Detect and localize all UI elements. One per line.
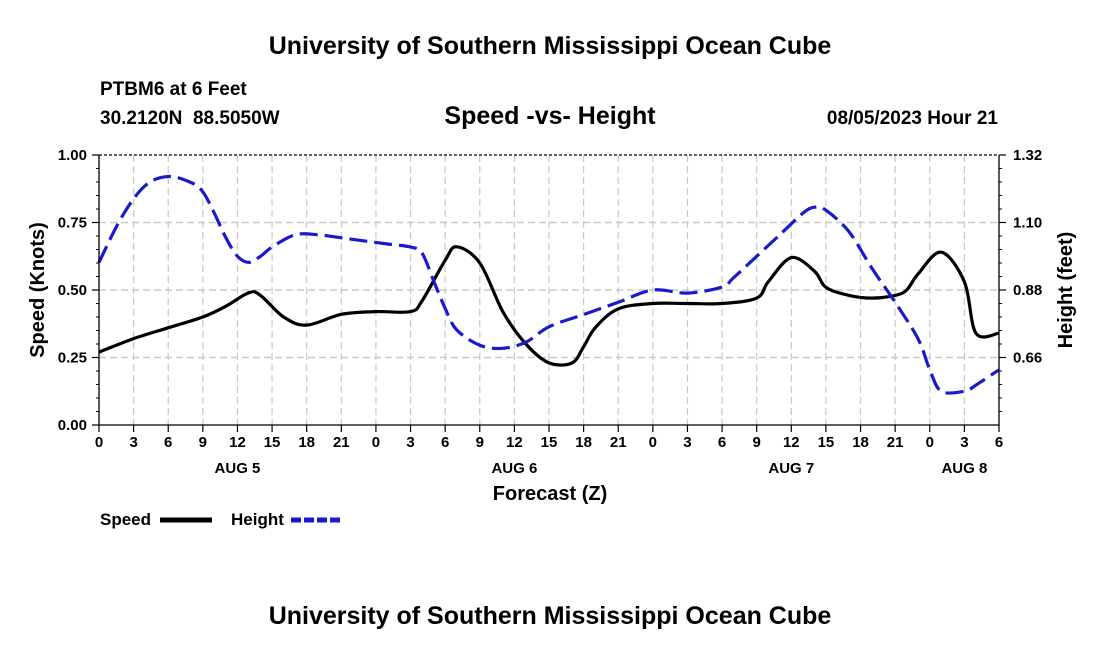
- grid-lines: [99, 155, 999, 425]
- x-tick-label: 12: [506, 434, 523, 451]
- x-tick-label: 15: [818, 434, 835, 451]
- y-tick-label: 0.50: [58, 282, 87, 299]
- y-tick-label: 0.00: [58, 417, 87, 434]
- legend-height-label: Height: [231, 510, 284, 529]
- date-label: AUG 7: [768, 460, 814, 477]
- x-tick-label: 15: [264, 434, 281, 451]
- y2-tick-label: 1.32: [1013, 147, 1042, 164]
- y-tick-label: 1.00: [58, 147, 87, 164]
- datetime-label: 08/05/2023 Hour 21: [827, 108, 999, 129]
- series-height-line: [97, 174, 1000, 395]
- x-tick-label: 6: [995, 434, 1003, 451]
- x-tick-label: 0: [926, 434, 934, 451]
- y-axis-label: Speed (Knots): [27, 222, 49, 358]
- x-tick-label: 15: [541, 434, 558, 451]
- y-tick-label: 0.75: [58, 215, 87, 232]
- date-label: AUG 5: [215, 460, 261, 477]
- x-tick-label: 6: [441, 434, 449, 451]
- coordinates-label: 30.2120N 88.5050W: [100, 108, 280, 129]
- x-tick-label: 6: [164, 434, 172, 451]
- top-title: University of Southern Mississippi Ocean…: [269, 32, 832, 60]
- series-lines: [97, 174, 1000, 395]
- bottom-title: University of Southern Mississippi Ocean…: [269, 602, 832, 630]
- x-tick-label: 9: [199, 434, 207, 451]
- x-tick-label: 21: [887, 434, 904, 451]
- legend-speed-label: Speed: [100, 510, 151, 529]
- x-tick-label: 21: [610, 434, 627, 451]
- x-tick-label: 12: [229, 434, 246, 451]
- x-axis-label: Forecast (Z): [493, 483, 607, 505]
- legend: Speed Height: [100, 510, 343, 529]
- x-tick-label: 0: [649, 434, 657, 451]
- axis-ticks: 0 3 6 9 12 15 18 21 0 3 6 9 12 15 18 21 0 3 6 9 12 15 18 21 0 3 6 0…: [58, 147, 1042, 477]
- x-tick-label: 18: [852, 434, 869, 451]
- x-tick-label: 3: [960, 434, 968, 451]
- x-tick-label: 6: [718, 434, 726, 451]
- date-label: AUG 6: [491, 460, 537, 477]
- chart-title: Speed -vs- Height: [444, 102, 656, 130]
- x-tick-label: 9: [753, 434, 761, 451]
- x-tick-label: 21: [333, 434, 350, 451]
- y2-tick-label: 1.10: [1013, 215, 1042, 232]
- x-tick-label: 3: [129, 434, 137, 451]
- x-tick-label: 9: [476, 434, 484, 451]
- date-label: AUG 8: [941, 460, 987, 477]
- y2-tick-label: 0.66: [1013, 350, 1042, 367]
- x-tick-label: 18: [298, 434, 315, 451]
- x-tick-label: 18: [575, 434, 592, 451]
- y-tick-label: 0.25: [58, 350, 87, 367]
- y2-axis-label: Height (feet): [1055, 232, 1077, 349]
- series-speed-line: [98, 245, 1000, 367]
- x-tick-label: 0: [372, 434, 380, 451]
- x-tick-label: 0: [95, 434, 103, 451]
- x-tick-label: 12: [783, 434, 800, 451]
- x-tick-label: 3: [406, 434, 414, 451]
- station-label: PTBM6 at 6 Feet: [100, 79, 247, 100]
- x-tick-label: 3: [683, 434, 691, 451]
- y2-tick-label: 0.88: [1013, 282, 1042, 299]
